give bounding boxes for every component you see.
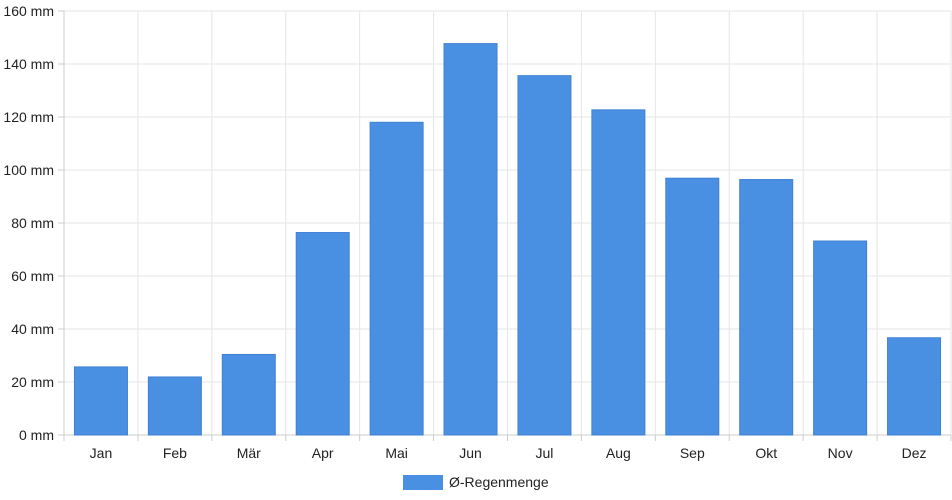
bar-jan[interactable]: [73, 366, 128, 436]
x-tick-label: Dez: [902, 445, 927, 461]
x-tick-label: Mai: [385, 445, 408, 461]
y-tick-label: 20 mm: [11, 374, 54, 390]
axes: [58, 10, 952, 441]
y-tick-label: 120 mm: [3, 109, 54, 125]
x-tick-label: Aug: [606, 445, 631, 461]
y-tick-labels: 0 mm 20 mm 40 mm 60 mm 80 mm 100 mm 120 mm 140 …: [3, 3, 54, 443]
y-tick-label: 60 mm: [11, 268, 54, 284]
y-tick-label: 0 mm: [19, 427, 54, 443]
x-tick-label: Apr: [312, 445, 334, 461]
bar-mär[interactable]: [221, 353, 276, 436]
y-tick-label: 100 mm: [3, 162, 54, 178]
legend-label-rainfall[interactable]: Ø-Regenmenge: [449, 474, 549, 490]
bar-jul[interactable]: [517, 75, 572, 436]
bar-feb[interactable]: [147, 376, 202, 436]
x-tick-label: Mär: [237, 445, 261, 461]
legend-swatch[interactable]: [403, 475, 443, 490]
x-tick-label: Jan: [90, 445, 113, 461]
bar-apr[interactable]: [295, 232, 350, 436]
bar-sep[interactable]: [665, 177, 720, 436]
y-tick-label: 80 mm: [11, 215, 54, 231]
bar-okt[interactable]: [739, 179, 794, 436]
bar-dez[interactable]: [887, 337, 942, 436]
bar-mai[interactable]: [369, 121, 424, 436]
x-tick-label: Jul: [536, 445, 554, 461]
bar-aug[interactable]: [591, 109, 646, 436]
bar-nov[interactable]: [813, 240, 868, 436]
y-tick-label: 160 mm: [3, 3, 54, 19]
x-tick-label: Sep: [680, 445, 705, 461]
x-tick-labels: Jan Feb Mär Apr Mai Jun Jul Aug Sep Okt Nov Dez: [90, 445, 927, 461]
bars: [73, 43, 942, 436]
x-tick-label: Nov: [828, 445, 853, 461]
y-tick-label: 140 mm: [3, 56, 54, 72]
x-tick-label: Okt: [755, 445, 777, 461]
x-tick-label: Jun: [459, 445, 482, 461]
bar-jun[interactable]: [443, 43, 498, 436]
x-tick-label: Feb: [163, 445, 187, 461]
y-tick-label: 40 mm: [11, 321, 54, 337]
grid-lines: [64, 10, 952, 435]
legend[interactable]: Ø-Regenmenge: [403, 474, 549, 490]
